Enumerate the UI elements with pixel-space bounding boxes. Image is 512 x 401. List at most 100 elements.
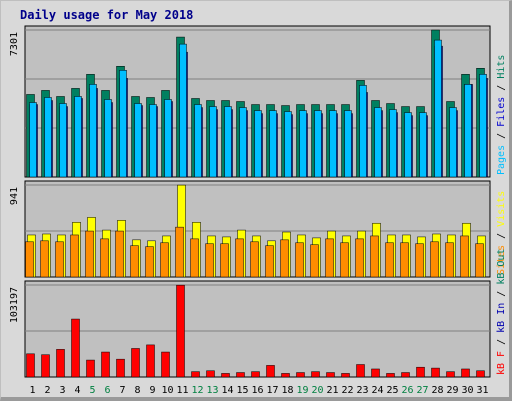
x-tick-label: 12	[191, 385, 203, 396]
x-tick-label: 3	[59, 385, 65, 396]
x-tick-label: 11	[176, 385, 188, 396]
sites-bar	[385, 242, 394, 278]
x-tick-label: 8	[134, 385, 140, 396]
pages-bar	[149, 104, 157, 178]
pages-bar	[314, 110, 322, 178]
x-tick-label: 17	[266, 385, 278, 396]
kbf-bar	[191, 371, 200, 378]
legend-separator: /	[496, 79, 507, 97]
sites-bar	[235, 238, 244, 278]
sites-bar	[220, 243, 229, 278]
sites-bar	[190, 238, 199, 278]
pages-bar	[104, 99, 112, 178]
sites-bar	[25, 241, 34, 278]
legend-entry: Files	[496, 97, 507, 127]
legend-separator: /	[496, 127, 507, 145]
sites-bar	[310, 244, 319, 278]
legend-separator: /	[496, 227, 507, 245]
kbf-bar	[71, 318, 80, 378]
legend-entry: Pages	[496, 145, 507, 175]
pages-bar	[59, 103, 67, 178]
kbf-bar	[146, 344, 155, 378]
sites-bar	[145, 246, 154, 278]
kbf-bar	[326, 372, 335, 378]
sites-bar	[250, 241, 259, 278]
pages-bar	[269, 110, 277, 178]
pages-bar	[404, 112, 412, 178]
sites-bar	[325, 238, 334, 278]
kbf-bar	[401, 372, 410, 378]
kbf-bar	[221, 373, 230, 378]
x-tick-label: 14	[221, 385, 233, 396]
kbf-bar	[236, 372, 245, 378]
sites-bar	[130, 245, 139, 278]
panel-hits-max-label: 7301	[9, 32, 20, 56]
sites-bar	[460, 235, 469, 278]
x-tick-label: 24	[371, 385, 383, 396]
pages-bar	[389, 109, 397, 178]
x-tick-label: 10	[161, 385, 173, 396]
x-tick-label: 2	[44, 385, 50, 396]
x-tick-label: 4	[74, 385, 80, 396]
kbf-bar	[371, 368, 380, 378]
pages-bar	[479, 74, 487, 178]
pages-bar	[209, 106, 217, 178]
x-tick-label: 20	[311, 385, 323, 396]
kbf-bar	[266, 365, 275, 378]
sites-bar	[415, 243, 424, 278]
kbf-bar	[296, 372, 305, 378]
kbf-bar	[446, 371, 455, 378]
sites-bar	[85, 230, 94, 278]
legend-entry: Visits	[496, 191, 507, 227]
kbf-bar	[41, 354, 50, 378]
pages-bar	[119, 70, 127, 178]
x-tick-label: 15	[236, 385, 248, 396]
legend-separator: /	[496, 333, 507, 351]
pages-bar	[89, 84, 97, 178]
legend-entry: kB Out	[496, 249, 507, 285]
pages-bar	[464, 84, 472, 178]
kbf-bar	[416, 366, 425, 378]
legend-entry: kB F	[496, 351, 507, 375]
kbf-bar	[161, 351, 170, 378]
pages-bar	[194, 104, 202, 178]
x-tick-label: 31	[476, 385, 488, 396]
x-tick-label: 30	[461, 385, 473, 396]
kbf-bar	[431, 367, 440, 378]
kbf-bar	[251, 371, 260, 378]
x-tick-label: 9	[149, 385, 155, 396]
sites-bar	[205, 243, 214, 278]
pages-bar	[239, 107, 247, 178]
pages-bar	[29, 102, 37, 178]
pages-bar	[434, 39, 442, 178]
x-tick-label: 16	[251, 385, 263, 396]
sites-bar	[475, 243, 484, 278]
sites-bar	[100, 238, 109, 278]
kbf-bar	[341, 373, 350, 378]
sites-bar	[40, 240, 49, 278]
kbf-bar	[206, 370, 215, 378]
x-tick-label: 29	[446, 385, 458, 396]
panel-kbytes-max-label: 103197	[9, 287, 20, 323]
kbf-bar	[116, 358, 125, 378]
legend-separator: /	[496, 285, 507, 303]
kbf-bar	[176, 284, 185, 378]
x-tick-label: 21	[326, 385, 338, 396]
pages-bar	[134, 103, 142, 178]
panel-hits-legend: Pages / Files / Hits	[496, 55, 507, 175]
sites-bar	[340, 242, 349, 278]
pages-bar	[299, 110, 307, 178]
x-tick-label: 1	[29, 385, 35, 396]
pages-bar	[359, 85, 367, 178]
sites-bar	[160, 242, 169, 278]
x-tick-label: 19	[296, 385, 308, 396]
x-tick-label: 7	[119, 385, 125, 396]
pages-bar	[374, 107, 382, 178]
panel-visits-max-label: 941	[9, 187, 20, 205]
sites-bar	[370, 235, 379, 278]
sites-bar	[55, 241, 64, 278]
legend-entry: kB In	[496, 303, 507, 333]
sites-bar	[70, 234, 79, 278]
pages-bar	[419, 112, 427, 178]
